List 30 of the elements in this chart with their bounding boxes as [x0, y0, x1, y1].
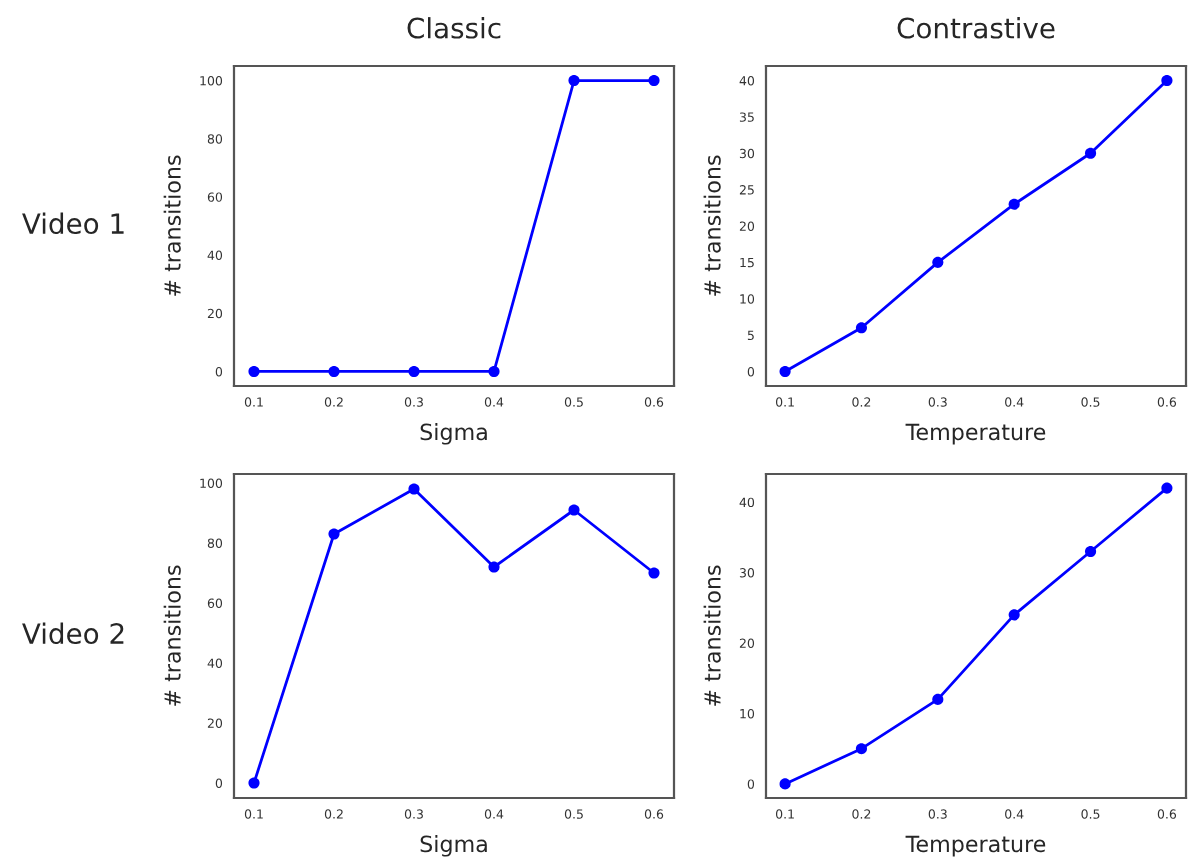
point — [488, 561, 500, 573]
point — [779, 365, 791, 378]
point — [408, 483, 420, 495]
point — [1084, 545, 1097, 558]
point — [568, 504, 580, 516]
y-axis-title: # transitions — [703, 155, 721, 296]
point — [1161, 482, 1173, 494]
point — [1008, 198, 1020, 210]
chart-title: Classic — [407, 17, 501, 39]
text: Video 2 — [22, 622, 124, 645]
y-axis-title: # transitions — [163, 565, 181, 706]
point — [932, 693, 944, 705]
point — [932, 256, 944, 268]
point — [648, 567, 660, 579]
point — [855, 322, 868, 334]
y-axis-title: # transitions — [703, 565, 721, 706]
x-axis-title: Temperature — [905, 423, 1046, 445]
x-axis-title: Sigma — [420, 835, 487, 857]
x-axis-title: Temperature — [905, 835, 1046, 857]
point — [1161, 74, 1173, 87]
point — [855, 743, 868, 755]
point — [779, 778, 791, 790]
text: Video 1 — [22, 212, 124, 235]
chart-title: Contrastive — [897, 17, 1055, 39]
point — [1008, 609, 1020, 621]
x-axis-title: Sigma — [420, 423, 487, 445]
point — [328, 528, 340, 540]
y-axis-title: # transitions — [163, 155, 181, 296]
point — [248, 777, 260, 789]
point — [1084, 147, 1097, 159]
